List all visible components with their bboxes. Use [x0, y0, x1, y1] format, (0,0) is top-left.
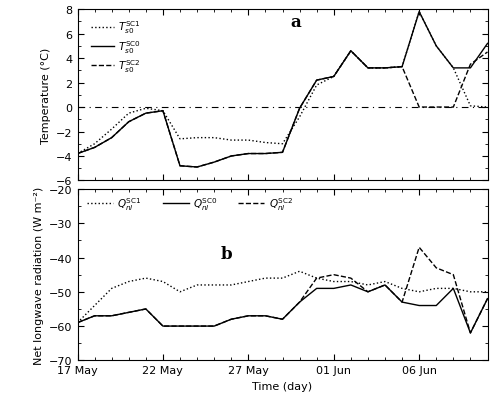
Y-axis label: Temperature (°C): Temperature (°C) — [40, 47, 50, 144]
Legend: $T_{s0}^{\rm SC1}$, $T_{s0}^{\rm SC0}$, $T_{s0}^{\rm SC2}$: $T_{s0}^{\rm SC1}$, $T_{s0}^{\rm SC0}$, … — [87, 15, 145, 79]
Y-axis label: Net longwave radiation (W m⁻²): Net longwave radiation (W m⁻²) — [34, 186, 43, 364]
X-axis label: Time (day): Time (day) — [252, 381, 312, 391]
Text: a: a — [290, 14, 302, 31]
Legend: $Q_{nl}^{\rm SC1}$, $Q_{nl}^{\rm SC0}$, $Q_{nl}^{\rm SC2}$: $Q_{nl}^{\rm SC1}$, $Q_{nl}^{\rm SC0}$, … — [82, 191, 297, 216]
Text: b: b — [221, 245, 232, 262]
